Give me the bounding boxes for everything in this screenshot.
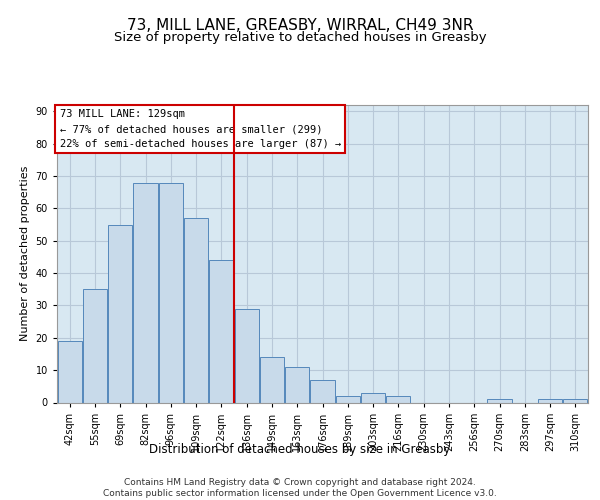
- Text: Contains HM Land Registry data © Crown copyright and database right 2024.
Contai: Contains HM Land Registry data © Crown c…: [103, 478, 497, 498]
- Bar: [386, 396, 410, 402]
- Text: Size of property relative to detached houses in Greasby: Size of property relative to detached ho…: [113, 31, 487, 44]
- Bar: [133, 182, 158, 402]
- Bar: [563, 400, 587, 402]
- Bar: [108, 224, 132, 402]
- Y-axis label: Number of detached properties: Number of detached properties: [20, 166, 30, 342]
- Bar: [285, 367, 309, 402]
- Text: 73, MILL LANE, GREASBY, WIRRAL, CH49 3NR: 73, MILL LANE, GREASBY, WIRRAL, CH49 3NR: [127, 18, 473, 32]
- Text: Distribution of detached houses by size in Greasby: Distribution of detached houses by size …: [149, 442, 451, 456]
- Bar: [159, 182, 183, 402]
- Bar: [235, 308, 259, 402]
- Bar: [538, 400, 562, 402]
- Bar: [336, 396, 360, 402]
- Bar: [310, 380, 335, 402]
- Bar: [58, 341, 82, 402]
- Bar: [184, 218, 208, 402]
- Bar: [487, 400, 512, 402]
- Text: 73 MILL LANE: 129sqm
← 77% of detached houses are smaller (299)
22% of semi-deta: 73 MILL LANE: 129sqm ← 77% of detached h…: [59, 110, 341, 149]
- Bar: [83, 290, 107, 403]
- Bar: [260, 357, 284, 403]
- Bar: [361, 393, 385, 402]
- Bar: [209, 260, 233, 402]
